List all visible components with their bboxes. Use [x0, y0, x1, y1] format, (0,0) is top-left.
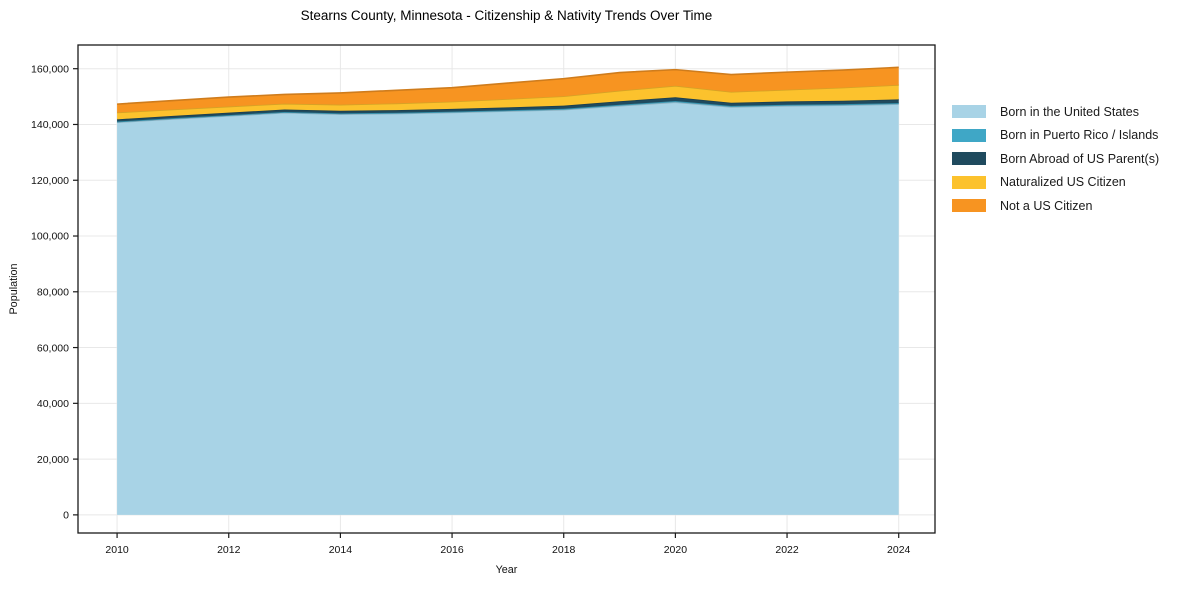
x-tick-label: 2010 — [105, 544, 129, 556]
x-tick-label: 2024 — [887, 544, 911, 556]
plot-border — [77, 44, 936, 534]
x-tick-label: 2014 — [329, 544, 353, 556]
area-band-3 — [117, 84, 899, 120]
legend-swatch-puerto-rico — [952, 128, 986, 142]
y-tick-label: 60,000 — [37, 342, 69, 354]
y-tick-label: 100,000 — [31, 231, 69, 243]
x-tick-label: 2018 — [552, 544, 576, 556]
legend-item-born-abroad: Born Abroad of US Parent(s) — [952, 147, 1159, 171]
legend-label: Not a US Citizen — [1000, 198, 1093, 213]
legend-swatch-naturalized — [952, 175, 986, 189]
x-tick-label: 2020 — [664, 544, 688, 556]
legend-item-naturalized: Naturalized US Citizen — [952, 171, 1159, 195]
legend-label: Born Abroad of US Parent(s) — [1000, 151, 1160, 166]
y-tick-label: 40,000 — [37, 398, 69, 410]
legend: Born in the United States Born in Puerto… — [952, 100, 1159, 218]
area-edge-4 — [117, 66, 899, 105]
area-band-2 — [117, 97, 899, 122]
legend-swatch-born-abroad — [952, 152, 986, 166]
x-tick-label: 2022 — [775, 544, 799, 556]
legend-swatch-not-citizen — [952, 199, 986, 213]
y-axis-label: Population — [8, 263, 20, 315]
y-tick-label: 80,000 — [37, 286, 69, 298]
legend-label: Born in the United States — [1000, 104, 1139, 119]
area-series — [117, 66, 899, 515]
y-tick-label: 140,000 — [31, 119, 69, 131]
axis-ticks: 0 20,000 40,000 60,000 80,000 100,000 120,000 1… — [31, 63, 911, 556]
y-tick-label: 160,000 — [31, 63, 69, 75]
legend-label: Born in Puerto Rico / Islands — [1000, 128, 1159, 143]
y-tick-label: 0 — [63, 510, 69, 522]
legend-swatch-born-us — [952, 105, 986, 119]
chart-title: Stearns County, Minnesota - Citizenship … — [300, 8, 713, 23]
x-axis-label: Year — [495, 564, 518, 576]
legend-item-not-citizen: Not a US Citizen — [952, 194, 1159, 218]
legend-item-puerto-rico: Born in Puerto Rico / Islands — [952, 124, 1159, 148]
area-band-0 — [117, 102, 899, 515]
y-tick-label: 120,000 — [31, 175, 69, 187]
x-tick-label: 2016 — [440, 544, 464, 556]
x-tick-label: 2012 — [217, 544, 241, 556]
legend-label: Naturalized US Citizen — [1000, 175, 1126, 190]
area-band-4 — [117, 67, 899, 113]
legend-item-born-us: Born in the United States — [952, 100, 1159, 124]
y-tick-label: 20,000 — [37, 454, 69, 466]
